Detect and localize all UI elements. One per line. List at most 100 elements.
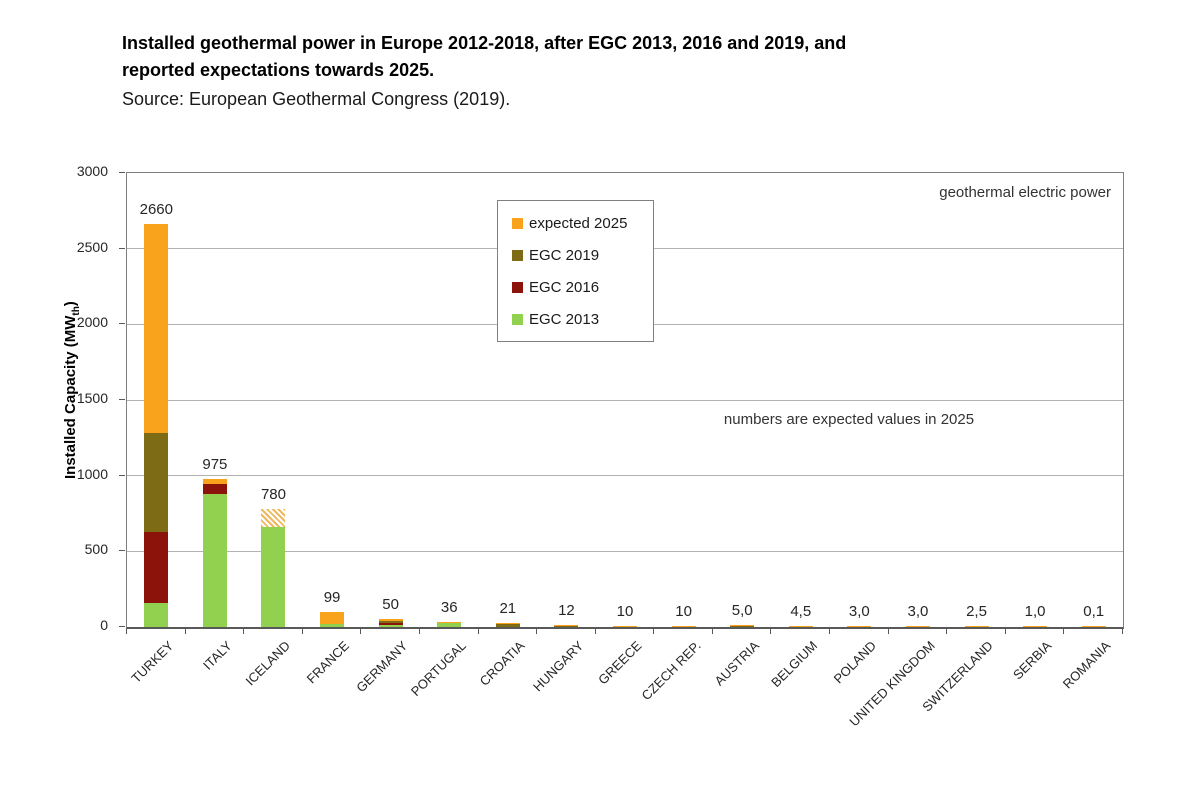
figure-title-line1: Installed geothermal power in Europe 201… xyxy=(122,33,847,53)
bar-segment-egc2013 xyxy=(320,624,345,627)
country-label: FRANCE xyxy=(303,638,352,687)
bar-segment-expected2025 xyxy=(495,623,520,625)
value-label: 99 xyxy=(323,589,341,607)
bar-segment-expected2025 xyxy=(202,479,227,484)
value-label: 975 xyxy=(202,456,228,474)
value-label: 12 xyxy=(558,601,575,619)
x-tick-mark xyxy=(946,628,947,634)
bar-segment-egc2019 xyxy=(495,624,520,627)
value-label: 21 xyxy=(499,600,517,618)
bar-segment-expected2025 xyxy=(1023,626,1048,627)
bar-segment-expected2025 xyxy=(788,626,813,627)
x-tick-mark xyxy=(829,628,830,634)
figure-title-line2: reported expectations towards 2025. xyxy=(122,60,435,80)
gridline xyxy=(127,475,1123,477)
value-label: 2,5 xyxy=(966,603,987,620)
legend-item-expected-2025: expected 2025 xyxy=(512,215,653,232)
legend-swatch-egc-2013-icon xyxy=(512,313,523,325)
value-label: 1,0 xyxy=(1024,603,1046,620)
x-tick-mark xyxy=(1005,628,1006,634)
y-tick-label: 2000 xyxy=(76,314,108,331)
y-tick-label: 0 xyxy=(100,617,108,633)
value-label: 0,1 xyxy=(1083,603,1105,620)
bar-segment-egc2013 xyxy=(144,602,169,627)
y-axis-title-suffix: ) xyxy=(62,301,79,307)
bar-segment-egc2019 xyxy=(378,621,403,623)
y-tick-label: 2500 xyxy=(76,238,108,255)
bar-segment-expected2025 xyxy=(144,224,169,434)
x-tick-mark xyxy=(478,628,479,634)
bar-segment-egc2016 xyxy=(378,622,403,626)
value-label: 10 xyxy=(675,602,692,620)
bar-segment-expected2025 xyxy=(905,626,930,627)
value-label: 2660 xyxy=(139,201,173,219)
x-tick-mark xyxy=(595,628,596,634)
country-label: ROMANIA xyxy=(1059,638,1114,692)
country-label: GREECE xyxy=(595,638,645,688)
x-tick-mark xyxy=(419,628,420,634)
bar-segment-expected2025 xyxy=(261,508,286,528)
country-label: AUSTRIA xyxy=(711,638,762,689)
x-tick-mark xyxy=(126,628,127,634)
value-label: 10 xyxy=(616,602,634,620)
country-label: ICELAND xyxy=(242,638,294,689)
x-tick-mark xyxy=(185,628,186,634)
legend-item-egc-2013: EGC 2013 xyxy=(512,311,653,328)
value-label: 3,0 xyxy=(907,603,929,620)
y-tick-mark xyxy=(119,399,125,400)
x-tick-mark xyxy=(770,628,771,634)
bar-segment-egc2013 xyxy=(437,622,462,627)
x-tick-mark xyxy=(1063,628,1064,634)
figure-source: Source: European Geothermal Congress (20… xyxy=(122,89,511,109)
legend-label: EGC 2019 xyxy=(529,246,600,264)
x-tick-mark xyxy=(243,628,244,634)
bar-segment-expected2025 xyxy=(437,621,462,623)
bar-segment-expected2025 xyxy=(964,626,989,627)
country-label: POLAND xyxy=(830,638,879,687)
country-label: BELGIUM xyxy=(768,638,821,690)
bar-segment-expected2025 xyxy=(1081,626,1106,627)
bar-segment-expected2025 xyxy=(671,625,696,627)
legend-label: EGC 2016 xyxy=(529,278,600,296)
x-tick-mark xyxy=(888,628,889,634)
bar-segment-egc2013 xyxy=(261,527,286,627)
bar-segment-expected2025 xyxy=(554,624,579,626)
annotation-electric-power: geothermal electric power xyxy=(939,184,1111,201)
value-label: 3,0 xyxy=(848,603,870,620)
title-block: Installed geothermal power in Europe 201… xyxy=(122,30,1122,113)
legend-item-egc-2019: EGC 2019 xyxy=(512,247,653,264)
legend-swatch-expected-2025-icon xyxy=(512,217,523,229)
y-tick-mark xyxy=(119,172,125,173)
legend-swatch-egc-2016-icon xyxy=(512,281,523,293)
y-tick-mark xyxy=(119,247,125,249)
bar-segment-egc2013 xyxy=(202,493,227,627)
bar-segment-egc2019 xyxy=(554,626,579,627)
x-tick-mark xyxy=(360,628,361,634)
gridline xyxy=(127,550,1123,552)
legend-item-egc-2016: EGC 2016 xyxy=(512,279,653,296)
bar-segment-egc2019 xyxy=(144,433,169,533)
value-label: 36 xyxy=(440,598,458,616)
legend-label: expected 2025 xyxy=(529,214,628,232)
y-tick-label: 1500 xyxy=(76,390,108,406)
country-label: HUNGARY xyxy=(529,638,587,695)
plot-area: geothermal electric power numbers are ex… xyxy=(126,172,1124,629)
country-label: SERBIA xyxy=(1010,638,1055,683)
bar-segment-egc2019 xyxy=(730,626,755,627)
country-label: CROATIA xyxy=(476,638,528,689)
annotation-expected-values: numbers are expected values in 2025 xyxy=(723,411,975,428)
x-tick-mark xyxy=(653,628,654,634)
country-label: GERMANY xyxy=(353,638,411,696)
value-label: 5,0 xyxy=(731,602,753,619)
y-tick-label: 1000 xyxy=(76,465,108,482)
gridline xyxy=(127,399,1123,401)
x-tick-mark xyxy=(302,628,303,634)
y-tick-mark xyxy=(119,550,125,552)
bar-segment-expected2025 xyxy=(847,626,872,627)
bar-segment-egc2013 xyxy=(378,625,403,627)
bar-segment-egc2016 xyxy=(144,532,169,603)
legend: expected 2025 EGC 2019 EGC 2016 EGC 2013 xyxy=(497,200,654,342)
value-label: 780 xyxy=(260,485,286,503)
legend-swatch-egc-2019-icon xyxy=(512,249,523,261)
